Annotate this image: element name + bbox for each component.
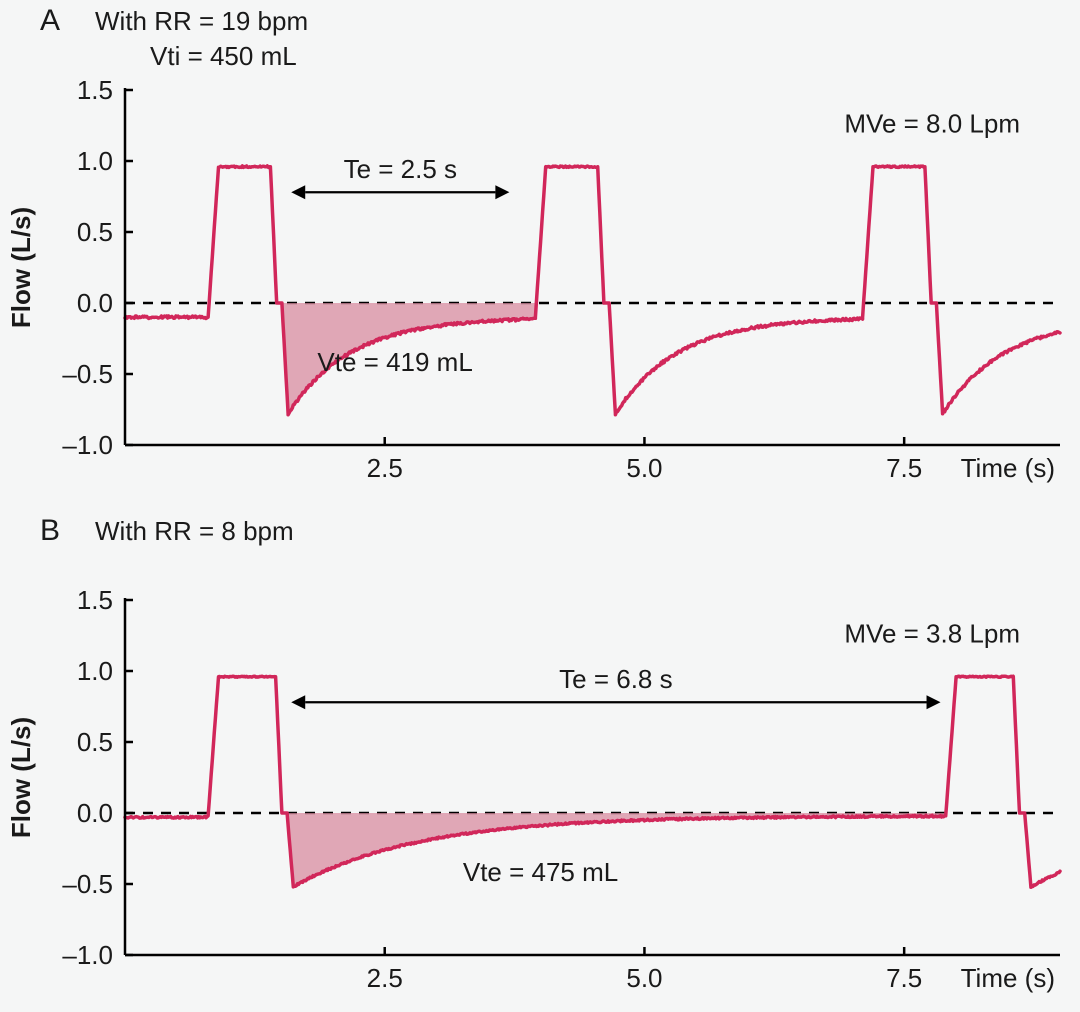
panelA-ylabel: Flow (L/s) [6,207,36,328]
panelA-ytick-label: 1.5 [77,75,113,105]
panelB-xlabel: Time (s) [961,963,1055,993]
panelB-xtick-label: 7.5 [886,963,922,993]
panelB-flow-line [125,676,1060,887]
panelB-ytick-label: –0.5 [62,869,113,899]
panelA-ytick-label: –1.0 [62,430,113,460]
panelB-te-arrow-right [927,695,941,709]
panelA-ytick-label: 0.5 [77,217,113,247]
panelB-xtick-label: 2.5 [367,963,403,993]
panelA-letter: A [40,4,60,37]
panelB-xtick-label: 5.0 [626,963,662,993]
figure-svg: A With RR = 19 bpm Vti = 450 mL –1.0 –0.5 0.0… [0,0,1080,1012]
panelB-mve-label: MVe = 3.8 Lpm [844,619,1020,649]
panelB-group: B With RR = 8 bpm –1.0 –0.5 0.0 0.5 1.0 1.5 2.5 5… [6,514,1060,993]
panelA-xtick-label: 5.0 [626,453,662,483]
panelA-ytick-label: 1.0 [77,146,113,176]
panelA-te-arrow-left [291,185,305,199]
panelA-te-arrow-right [495,185,509,199]
panelB-te-arrow-left [291,695,305,709]
figure-container: A With RR = 19 bpm Vti = 450 mL –1.0 –0.5 0.0… [0,0,1080,1012]
panelB-vte-label: Vte = 475 mL [463,857,618,887]
panelB-ytick-label: 1.0 [77,656,113,686]
panelA-ytick-label: 0.0 [77,288,113,318]
panelB-title: With RR = 8 bpm [95,516,294,546]
panelA-vte-label: Vte = 419 mL [317,347,472,377]
panelA-mve-label: MVe = 8.0 Lpm [844,109,1020,139]
panelB-ytick-label: 0.5 [77,727,113,757]
panelA-te-label: Te = 2.5 s [344,154,457,184]
panelB-ytick-label: 0.0 [77,798,113,828]
panelA-ytick-label: –0.5 [62,359,113,389]
panelB-te-label: Te = 6.8 s [559,664,672,694]
panelA-title: With RR = 19 bpm [95,6,308,36]
panelB-ylabel: Flow (L/s) [6,717,36,838]
panelB-ytick-label: 1.5 [77,585,113,615]
panelA-flow-line [125,166,1060,415]
panelA-group: A With RR = 19 bpm Vti = 450 mL –1.0 –0.5 0.0… [6,4,1060,483]
panelA-subtitle: Vti = 450 mL [150,41,297,71]
panelA-xtick-label: 2.5 [367,453,403,483]
panelA-xlabel: Time (s) [961,453,1055,483]
panelA-xtick-label: 7.5 [886,453,922,483]
panelB-letter: B [40,514,60,547]
panelB-ytick-label: –1.0 [62,940,113,970]
